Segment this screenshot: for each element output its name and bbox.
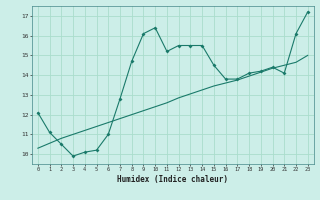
X-axis label: Humidex (Indice chaleur): Humidex (Indice chaleur): [117, 175, 228, 184]
